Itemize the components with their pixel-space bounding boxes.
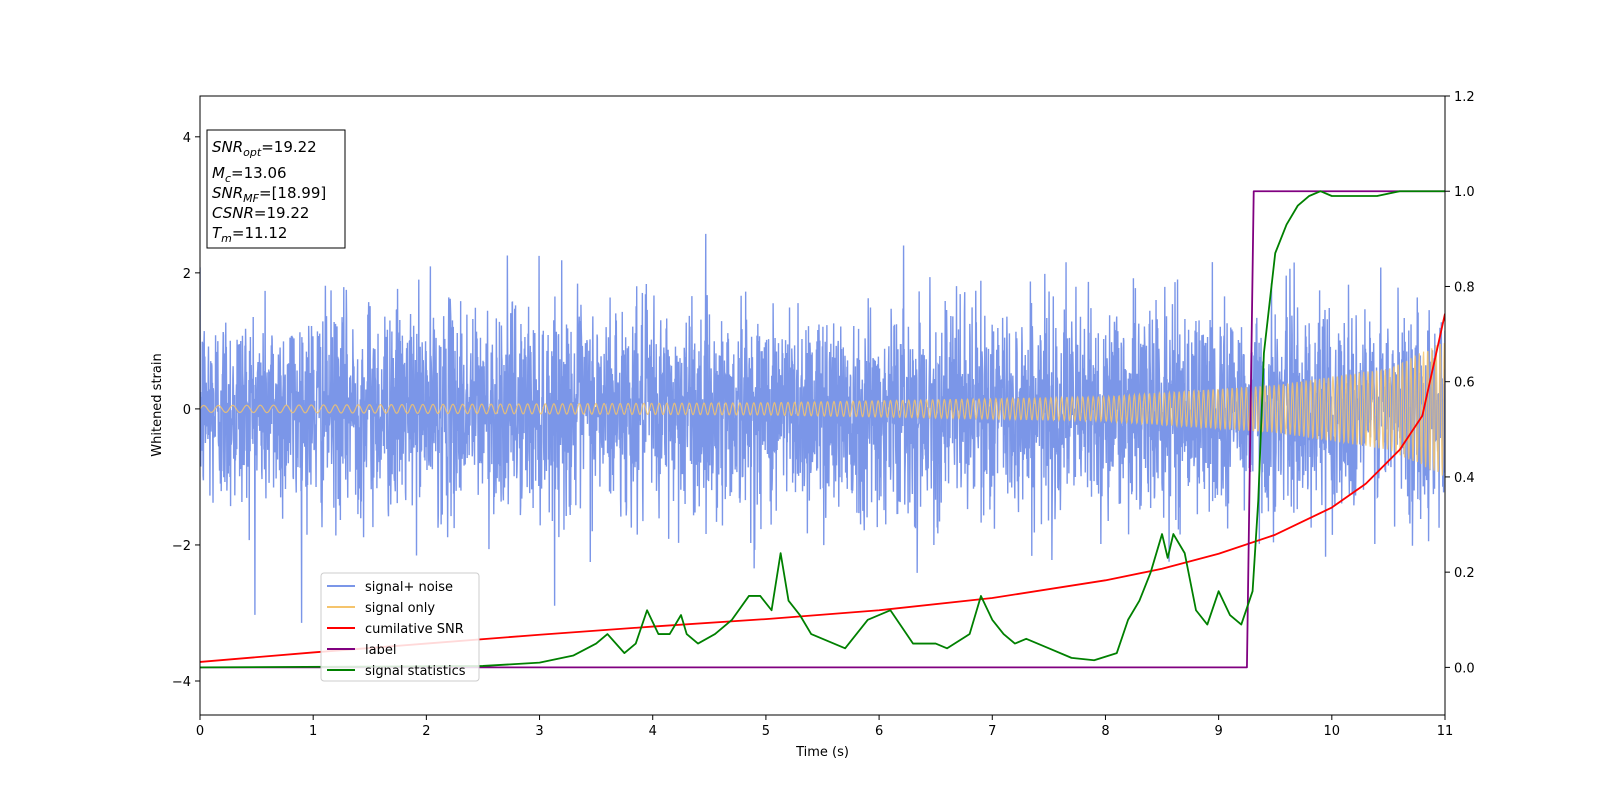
axes: 0 1 2 3 4 5 6 7 8 9 10 11 −4 −2 0 2 4 0.0 0.2 0.4 0.6 0.8 1.0 1…	[150, 90, 1475, 760]
plot-content	[200, 190, 1445, 669]
x-tick-label: 1	[309, 724, 317, 739]
y-right-tick-label: 0.8	[1454, 280, 1475, 295]
legend-entry-label: cumilative SNR	[365, 622, 464, 637]
legend-entry-label: signal+ noise	[365, 580, 453, 595]
x-tick-label: 11	[1437, 724, 1454, 739]
y-left-tick-label: −4	[172, 675, 191, 690]
y-axis-label: Whitened strain	[150, 353, 165, 456]
legend-entry-label: signal statistics	[365, 664, 466, 679]
y-right-tick-label: 0.4	[1454, 471, 1475, 486]
x-tick-label: 3	[535, 724, 543, 739]
y-left-tick-label: 4	[183, 131, 191, 146]
series-signal-noise-line	[200, 233, 1445, 623]
x-axis-label: Time (s)	[795, 745, 849, 760]
y-right-tick-label: 0.0	[1454, 661, 1475, 676]
legend-entry-label: signal only	[365, 601, 435, 616]
info-box-line: Tm=11.12	[212, 224, 287, 245]
y-right-tick-label: 1.0	[1454, 185, 1475, 200]
axes-frame	[199, 95, 1446, 716]
x-tick-label: 9	[1214, 724, 1222, 739]
x-tick-label: 4	[649, 724, 657, 739]
y-left-tick-label: −2	[172, 539, 191, 554]
info-box-frame	[206, 129, 346, 249]
info-box-line: CSNR=19.22	[212, 204, 309, 222]
series-signal-only-line	[200, 343, 1445, 476]
x-tick-label: 2	[422, 724, 430, 739]
series-signal-statistics-line	[200, 190, 1445, 669]
x-tick-label: 5	[762, 724, 770, 739]
y-right-tick-label: 0.2	[1454, 566, 1475, 581]
y-right-tick-label: 0.6	[1454, 376, 1475, 391]
x-tick-label: 8	[1101, 724, 1109, 739]
info-box-line: Mc=13.06	[212, 164, 287, 185]
x-tick-label: 0	[196, 724, 204, 739]
y-left-tick-label: 0	[183, 403, 191, 418]
y-left-tick-label: 2	[183, 267, 191, 282]
x-tick-label: 10	[1324, 724, 1341, 739]
y-right-tick-label: 1.2	[1454, 90, 1475, 105]
legend-frame	[320, 572, 480, 682]
series-label-line	[200, 190, 1445, 669]
info-box-line: SNRopt=19.22	[212, 138, 317, 159]
legend: signal+ noise signal only cumilative SNR la…	[320, 572, 480, 682]
info-box-line: SNRMF=[18.99]	[212, 184, 326, 205]
legend-entry-label: label	[365, 643, 396, 658]
x-tick-label: 7	[988, 724, 996, 739]
info-box: SNRopt=19.22 Mc=13.06SNRMF=[18.99]CSNR=19…	[206, 129, 346, 249]
series-cumulative-snr-line	[200, 313, 1445, 663]
x-tick-label: 6	[875, 724, 883, 739]
